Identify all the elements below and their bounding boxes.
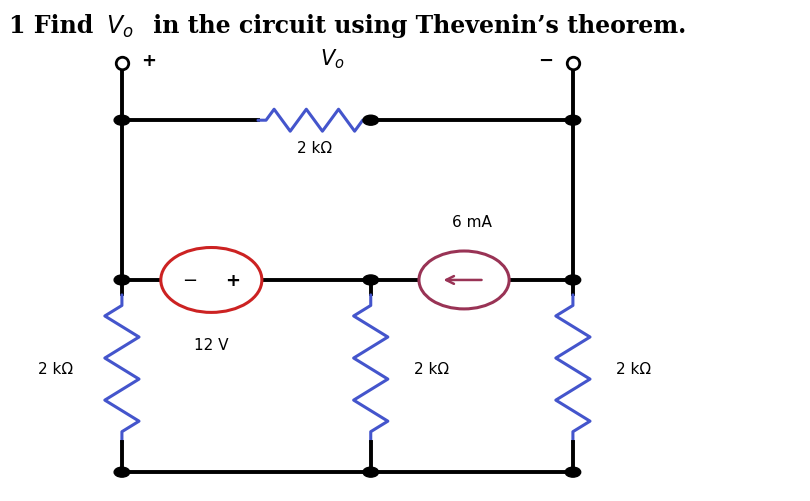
Text: −: − (182, 272, 198, 290)
Circle shape (114, 276, 130, 286)
Circle shape (565, 467, 581, 477)
Text: 2 kΩ: 2 kΩ (296, 141, 332, 156)
Circle shape (363, 276, 378, 286)
Text: 2 kΩ: 2 kΩ (38, 361, 74, 376)
Circle shape (363, 467, 378, 477)
Circle shape (161, 248, 262, 313)
Circle shape (363, 116, 378, 126)
Text: 6 mA: 6 mA (452, 214, 492, 229)
Circle shape (565, 116, 581, 126)
Text: 12 V: 12 V (194, 338, 228, 353)
Text: $V_o$: $V_o$ (320, 47, 344, 71)
Circle shape (114, 467, 130, 477)
Text: −: − (539, 52, 553, 70)
Circle shape (419, 252, 509, 309)
Text: 2 kΩ: 2 kΩ (414, 361, 449, 376)
Text: in the circuit using Thevenin’s theorem.: in the circuit using Thevenin’s theorem. (145, 14, 687, 38)
Text: $V_o$: $V_o$ (106, 14, 134, 40)
Text: 1 Find: 1 Find (9, 14, 102, 38)
Text: 2 kΩ: 2 kΩ (616, 361, 650, 376)
Circle shape (565, 276, 581, 286)
Text: +: + (142, 52, 156, 70)
Text: +: + (225, 272, 240, 290)
Circle shape (114, 116, 130, 126)
